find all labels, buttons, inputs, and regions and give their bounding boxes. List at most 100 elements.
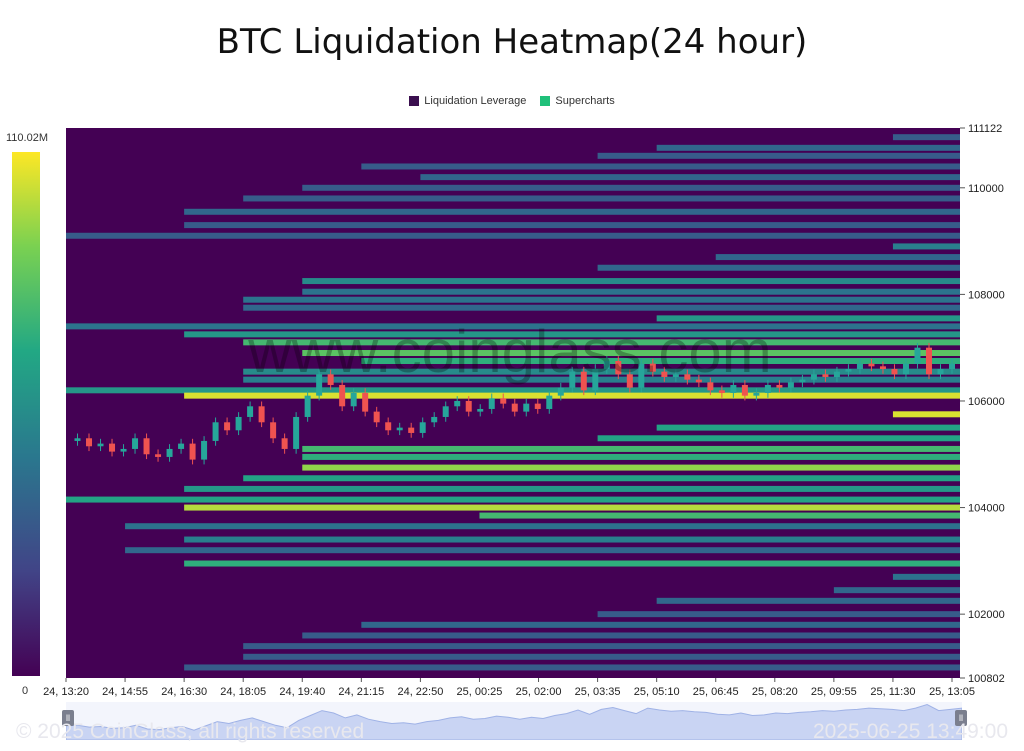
liquidation-band bbox=[243, 368, 960, 375]
liquidation-band bbox=[892, 573, 960, 580]
liquidation-band bbox=[656, 144, 960, 151]
x-tick-label: 24, 16:30 bbox=[161, 686, 207, 698]
y-tick-label: 111122 bbox=[968, 123, 1002, 135]
candle-body bbox=[580, 371, 587, 391]
candle-body bbox=[902, 363, 909, 375]
liquidation-band bbox=[302, 453, 960, 460]
y-tick-label: 102000 bbox=[968, 609, 1005, 621]
candle-body bbox=[132, 438, 139, 449]
x-tick-label: 25, 08:20 bbox=[752, 686, 798, 698]
x-axis: 24, 13:20 24, 14:55 24, 16:30 24, 18:05 24, … bbox=[43, 678, 975, 698]
timestamp-text: 2025-06-25 13:49:00 bbox=[813, 720, 1008, 743]
liquidation-band bbox=[892, 134, 960, 141]
liquidation-band bbox=[184, 536, 961, 543]
liquidation-band bbox=[361, 163, 960, 170]
candle-body bbox=[856, 363, 863, 369]
x-tick-label: 25, 05:10 bbox=[634, 686, 680, 698]
candle-body bbox=[109, 443, 116, 452]
liquidation-band bbox=[184, 485, 961, 492]
candle-body bbox=[937, 368, 944, 375]
liquidation-band bbox=[184, 208, 961, 215]
candle-body bbox=[638, 363, 645, 388]
x-tick-label: 25, 00:25 bbox=[457, 686, 503, 698]
liquidation-band bbox=[597, 435, 960, 442]
liquidation-band bbox=[656, 424, 960, 431]
candle-body bbox=[281, 438, 288, 449]
liquidation-band bbox=[66, 387, 960, 394]
candle-body bbox=[603, 361, 610, 369]
y-axis: 111122 110000 108000 106000 104000 102000 1008… bbox=[960, 123, 1005, 685]
candle-body bbox=[569, 371, 576, 388]
liquidation-band bbox=[302, 464, 960, 471]
candle-body bbox=[592, 368, 599, 391]
legend-item-liquidation-leverage[interactable]: Liquidation Leverage bbox=[409, 95, 526, 107]
liquidation-band bbox=[892, 243, 960, 250]
heatmap-plot[interactable]: www.coinglass.com 111122 110000 108000 1060… bbox=[0, 0, 1024, 700]
candle-body bbox=[419, 422, 426, 433]
candle-body bbox=[879, 366, 886, 369]
liquidation-band bbox=[243, 376, 960, 383]
colorbar-max-label: 110.02M bbox=[6, 132, 48, 144]
candle-body bbox=[454, 400, 461, 407]
colorbar-min-label: 0 bbox=[22, 685, 29, 697]
candle-body bbox=[776, 384, 783, 388]
candle-body bbox=[799, 379, 806, 383]
x-tick-label: 24, 21:15 bbox=[338, 686, 384, 698]
legend-item-supercharts[interactable]: Supercharts bbox=[540, 95, 615, 107]
liquidation-band bbox=[184, 331, 961, 338]
candle-body bbox=[270, 422, 277, 439]
navigator-left-handle[interactable]: ll bbox=[62, 710, 74, 726]
x-tick-label: 25, 03:35 bbox=[575, 686, 621, 698]
legend-label: Liquidation Leverage bbox=[424, 95, 527, 107]
candle-body bbox=[500, 398, 507, 404]
legend-label: Supercharts bbox=[555, 95, 615, 107]
liquidation-band bbox=[656, 315, 960, 322]
x-tick-label: 25, 13:05 bbox=[929, 686, 975, 698]
candle-body bbox=[201, 440, 208, 460]
candle-body bbox=[546, 395, 553, 409]
copyright-text: © 2025 CoinGlass, all rights reserved bbox=[16, 720, 365, 743]
candle-body bbox=[120, 448, 127, 452]
candle-body bbox=[845, 368, 852, 372]
navigator-right-handle[interactable]: ll bbox=[955, 710, 967, 726]
liquidation-band bbox=[184, 222, 961, 229]
liquidation-band bbox=[184, 664, 961, 671]
candle-body bbox=[684, 374, 691, 380]
candle-body bbox=[143, 438, 150, 455]
candle-body bbox=[350, 392, 357, 407]
candle-body bbox=[925, 347, 932, 375]
liquidation-band bbox=[361, 621, 960, 628]
candle-body bbox=[385, 422, 392, 431]
liquidation-bands bbox=[66, 134, 961, 671]
liquidation-band bbox=[125, 547, 961, 554]
candle-body bbox=[316, 374, 323, 396]
x-tick-label: 24, 14:55 bbox=[102, 686, 148, 698]
x-tick-label: 25, 02:00 bbox=[516, 686, 562, 698]
candle-body bbox=[707, 382, 714, 391]
candle-body bbox=[718, 390, 725, 393]
liquidation-band bbox=[243, 296, 960, 303]
candle-body bbox=[695, 379, 702, 383]
y-tick-label: 110000 bbox=[968, 183, 1004, 195]
legend-swatch bbox=[409, 96, 420, 106]
colorbar bbox=[12, 152, 40, 676]
candle-body bbox=[304, 395, 311, 417]
candle-body bbox=[523, 403, 530, 412]
candle-body bbox=[339, 384, 346, 407]
y-tick-label: 100802 bbox=[968, 673, 1005, 685]
liquidation-band bbox=[597, 152, 960, 159]
liquidation-band bbox=[302, 632, 960, 639]
chart-legend: Liquidation Leverage Supercharts bbox=[0, 95, 1024, 107]
candle-body bbox=[97, 443, 104, 447]
liquidation-band bbox=[66, 232, 960, 239]
liquidation-band bbox=[184, 560, 961, 567]
candle-body bbox=[949, 363, 955, 369]
liquidation-band bbox=[302, 445, 960, 452]
plot-background bbox=[66, 128, 960, 678]
candle-body bbox=[155, 454, 162, 457]
time-navigator[interactable] bbox=[66, 702, 962, 740]
candle-body bbox=[212, 422, 219, 441]
candle-body bbox=[86, 438, 93, 447]
candle-body bbox=[362, 392, 369, 412]
candle-body bbox=[672, 374, 679, 377]
